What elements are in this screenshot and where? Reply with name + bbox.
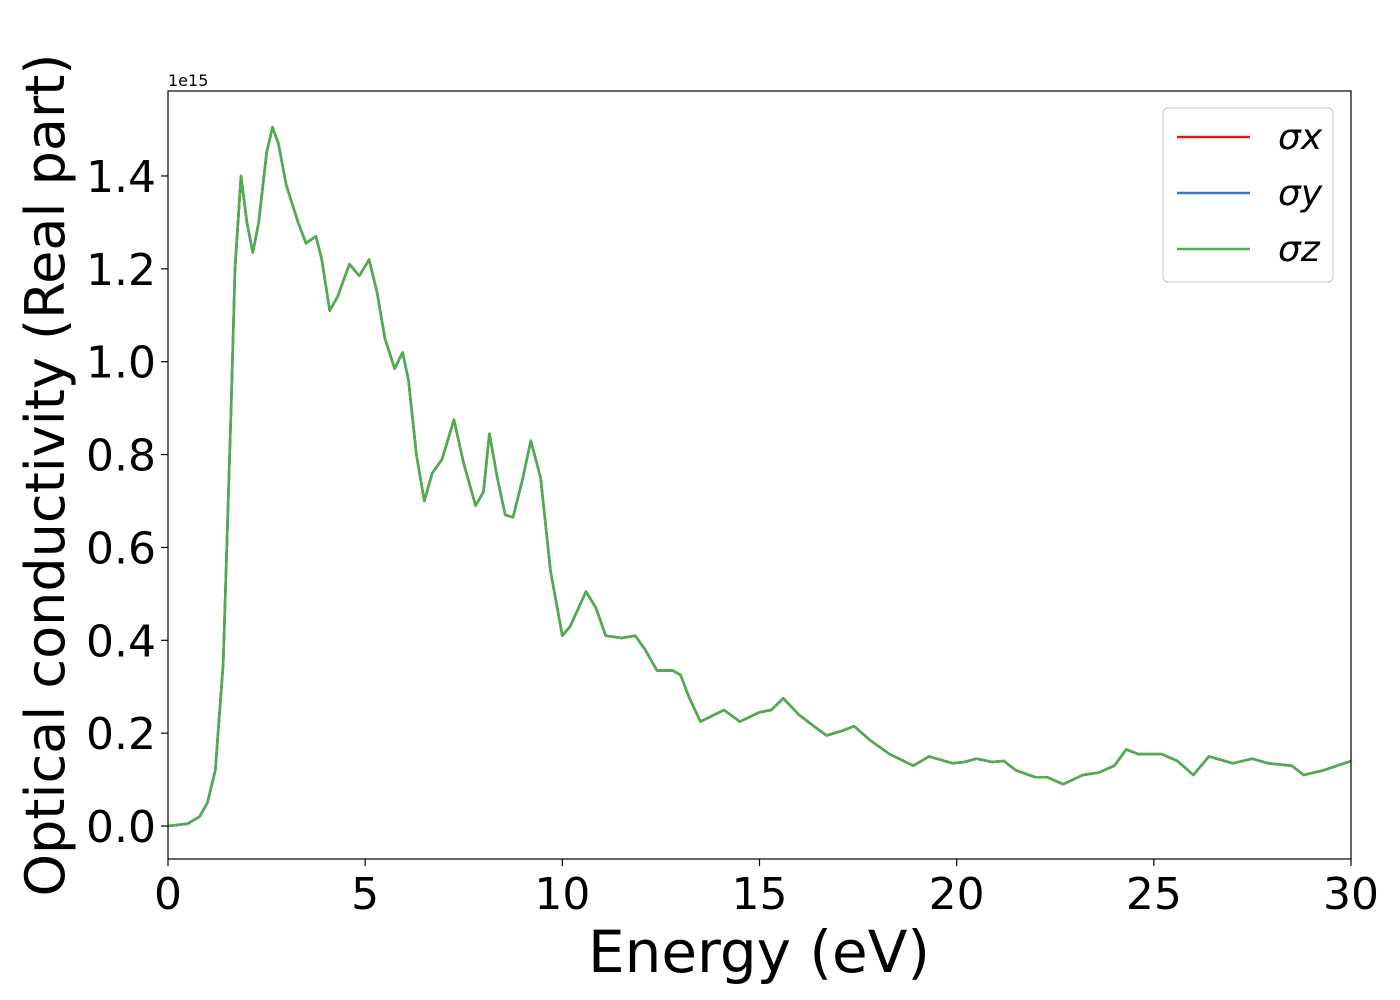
y-tick-label: 1.2 <box>86 245 156 296</box>
y-tick-label: 1.4 <box>86 152 156 203</box>
y-tick-label: 0.2 <box>86 709 156 760</box>
y-tick-label: 1.0 <box>86 338 156 389</box>
offset-text: 1e15 <box>168 71 208 90</box>
y-axis-label: Optical conductivity (Real part) <box>14 54 77 897</box>
x-tick-label: 20 <box>929 869 985 920</box>
y-tick-label: 0.6 <box>86 523 156 574</box>
y-tick-label: 0.4 <box>86 616 156 667</box>
legend-label: σy <box>1278 173 1323 214</box>
x-tick-label: 30 <box>1323 869 1379 920</box>
plot-frame <box>167 90 1352 860</box>
legend-box <box>1162 107 1334 283</box>
y-tick-label: 0.8 <box>86 431 156 482</box>
legend-label: σz <box>1278 229 1321 270</box>
x-tick-label: 15 <box>732 869 788 920</box>
x-tick-label: 5 <box>351 869 379 920</box>
x-tick-label: 10 <box>534 869 590 920</box>
x-axis-label: Energy (eV) <box>588 918 930 986</box>
y-tick-label: 0.0 <box>86 802 156 853</box>
x-tick-label: 0 <box>154 869 182 920</box>
x-tick-label: 25 <box>1126 869 1182 920</box>
legend-label: σx <box>1278 117 1323 158</box>
line-series <box>168 125 1351 828</box>
